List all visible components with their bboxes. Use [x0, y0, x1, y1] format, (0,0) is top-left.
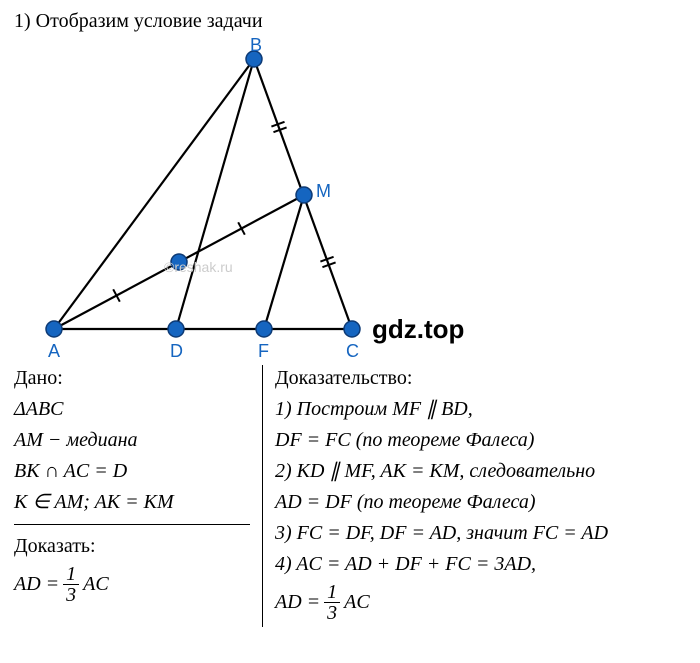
- fraction-one-third-2: 1 3: [324, 582, 340, 623]
- proof-step-2b: AD = DF (по теореме Фалеса): [275, 489, 690, 516]
- frac-den: 3: [63, 585, 79, 605]
- prove-equation: AD = 1 3 AC: [14, 564, 250, 605]
- given-line-4: K ∈ AM; AK = KM: [14, 489, 250, 516]
- prove-rhs: AC: [83, 571, 109, 598]
- given-line-2: AM − медиана: [14, 427, 250, 454]
- proof-step-3: 3) FC = DF, DF = AD, значит FC = AD: [275, 520, 690, 547]
- proof-section: Дано: ΔABC AM − медиана BK ∩ AC = D K ∈ …: [14, 365, 690, 627]
- given-line-3: BK ∩ AC = D: [14, 458, 250, 485]
- label-C: C: [346, 341, 359, 362]
- label-D: D: [170, 341, 183, 362]
- fraction-one-third: 1 3: [63, 564, 79, 605]
- label-A: A: [48, 341, 60, 362]
- given-heading: Дано:: [14, 365, 250, 392]
- proof5-lhs: AD =: [275, 589, 320, 616]
- page-title: 1) Отобразим условие задачи: [14, 10, 690, 33]
- proof-step-4: 4) AC = AD + DF + FC = 3AD,: [275, 551, 690, 578]
- label-M: M: [316, 181, 331, 202]
- label-B: B: [250, 35, 262, 56]
- proof-heading: Доказательство:: [275, 365, 690, 392]
- given-line-1: ΔABC: [14, 396, 250, 423]
- label-F: F: [258, 341, 269, 362]
- given-column: Дано: ΔABC AM − медиана BK ∩ AC = D K ∈ …: [14, 365, 262, 627]
- proof-step-5: AD = 1 3 AC: [275, 582, 690, 623]
- proof5-rhs: AC: [344, 589, 370, 616]
- prove-heading: Доказать:: [14, 533, 250, 560]
- proof-step-1b: DF = FC (по теореме Фалеса): [275, 427, 690, 454]
- proof-column: Доказательство: 1) Построим MF ∥ BD, DF …: [262, 365, 690, 627]
- proof-step-2a: 2) KD ∥ MF, AK = KM, следовательно: [275, 458, 690, 485]
- frac2-den: 3: [324, 603, 340, 623]
- proof-step-1a: 1) Построим MF ∥ BD,: [275, 396, 690, 423]
- watermark-text: ©reshak.ru: [164, 259, 233, 275]
- frac2-num: 1: [324, 582, 340, 603]
- prove-lhs: AD =: [14, 571, 59, 598]
- triangle-diagram: [34, 39, 454, 359]
- given-divider: [14, 524, 250, 525]
- frac-num: 1: [63, 564, 79, 585]
- gdz-label: gdz.top: [372, 314, 464, 345]
- diagram-container: ©reshak.ru gdz.top A B C D F M: [34, 39, 454, 359]
